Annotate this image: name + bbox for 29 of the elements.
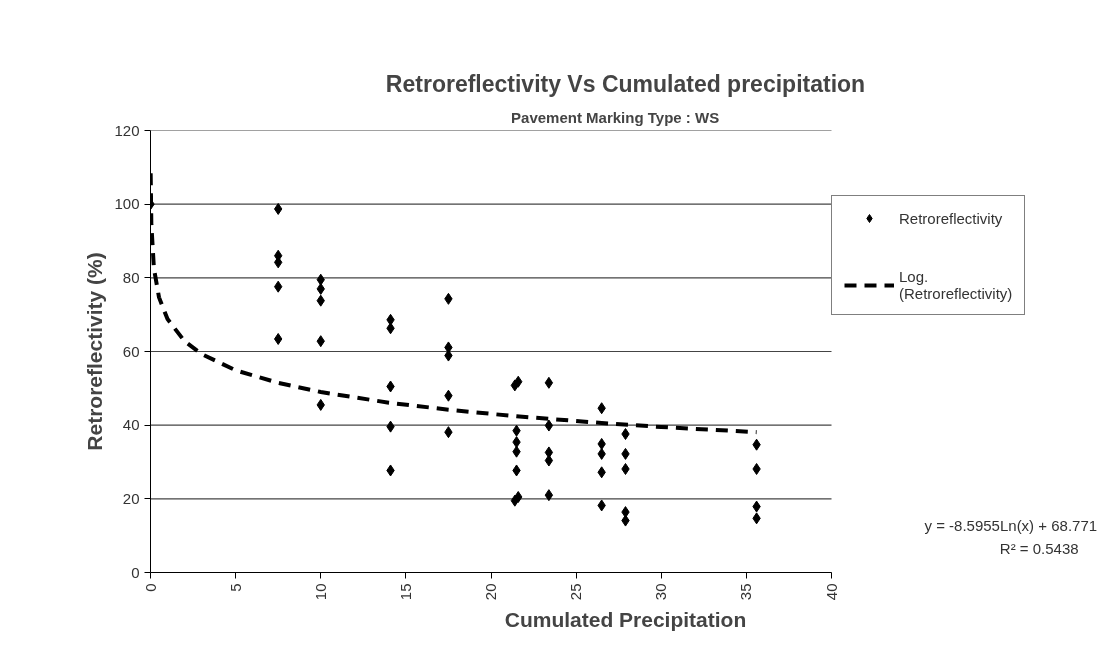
point [621,463,630,475]
y-tick-label: 120 [114,121,140,139]
x-tick-label: 25 [567,583,585,601]
x-tick-label: 20 [482,583,499,601]
point [752,463,761,475]
x-axis-title: Cumulated Precipitation [504,608,747,632]
x-tick-label: 30 [652,583,670,601]
point [544,376,554,389]
text: y = -8.5955Ln(x) + 68.771 [924,516,1098,534]
y-tick-label: 80 [122,268,140,286]
y-tick-label: 0 [131,563,140,581]
y-tick-label: 40 [122,416,140,434]
y-tick-label: 20 [122,489,140,507]
x-tick-label: 5 [226,583,244,592]
text: R² = 0.5438 [999,539,1079,557]
x-tick-label: 40 [822,583,840,601]
point [544,419,554,432]
x-tick-label: 35 [737,583,755,601]
y-tick-label: 100 [114,195,140,213]
chart-subtitle: Pavement Marking Type : WS [511,108,720,126]
y-tick-label: 60 [122,342,140,360]
point [544,489,554,502]
legend-label: Retroreflectivity [899,209,1003,227]
chart-title: Retroreflectivity Vs Cumulated precipitation [385,70,866,97]
x-tick-label: 10 [311,583,329,601]
x-tick-label: 15 [396,583,414,601]
x-tick-label: 0 [141,583,159,592]
legend-label: Log. (Retroreflectivity) [899,268,1013,302]
y-axis-title: Retroreflectivity (%) [83,252,107,451]
